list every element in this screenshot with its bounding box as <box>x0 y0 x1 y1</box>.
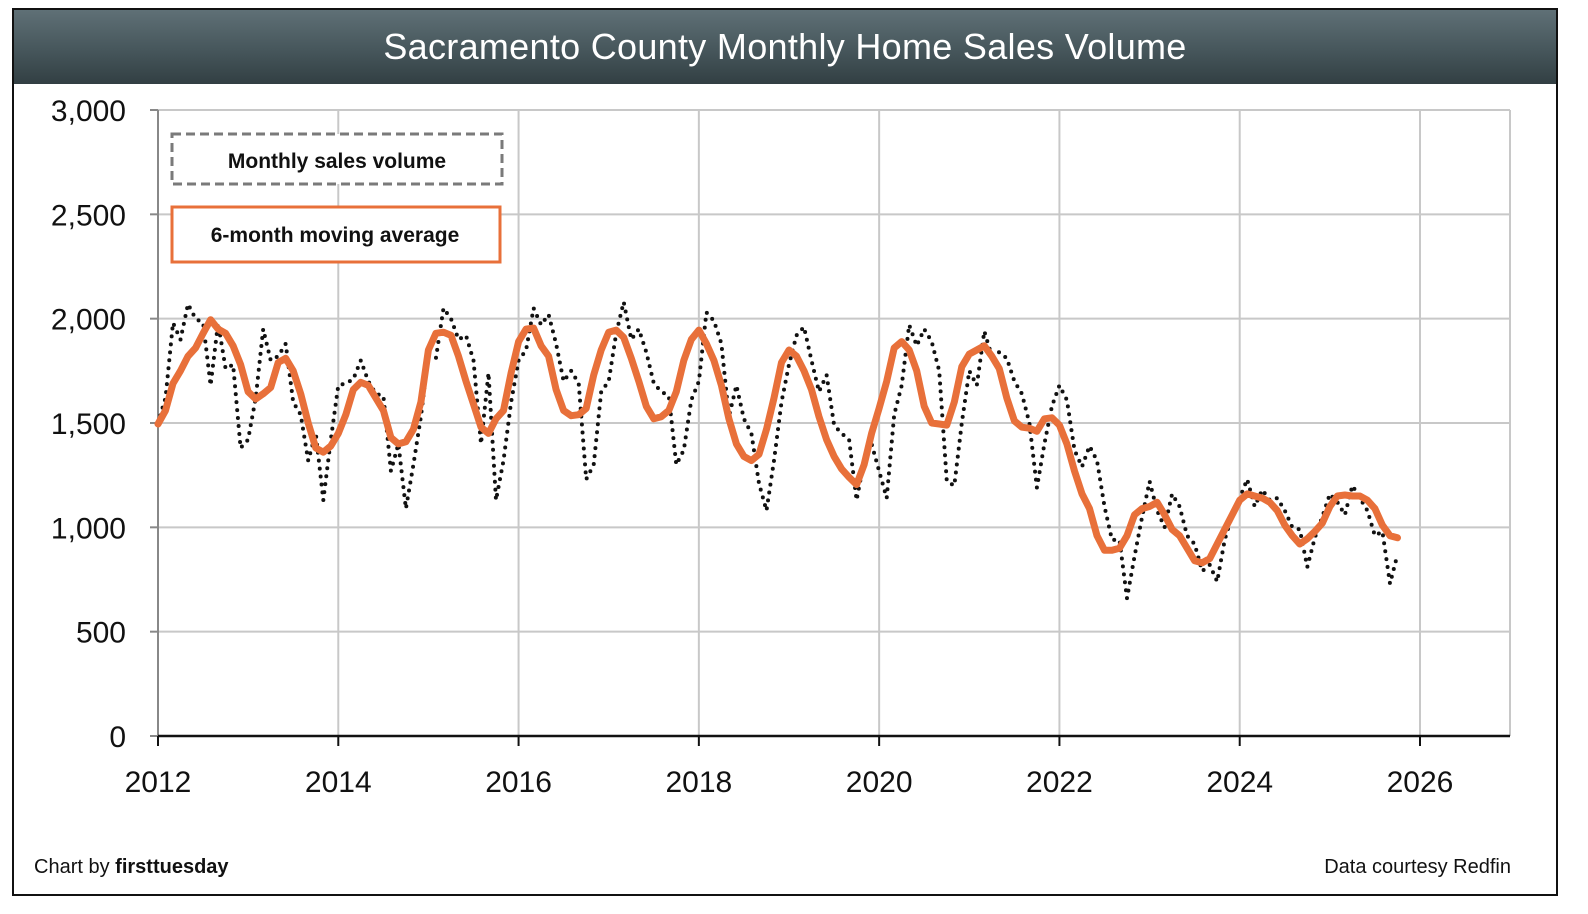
x-tick-label: 2018 <box>665 766 732 799</box>
y-tick-label: 1,500 <box>51 408 126 441</box>
axis-layer: 0 500 1,000 1,500 2,000 2,500 3,000 2012 2014 201… <box>51 95 1510 799</box>
data-source-text: Data courtesy Redfin <box>1324 856 1511 878</box>
chart-credit-prefix: Chart by <box>34 856 116 878</box>
x-tick-label: 2020 <box>846 766 913 799</box>
x-tick-label: 2012 <box>125 766 192 799</box>
x-tick-label: 2014 <box>305 766 372 799</box>
y-tick-label: 3,000 <box>51 95 126 128</box>
data-source: Data courtesy Redfin <box>1324 856 1511 879</box>
legend-box-monthly <box>170 132 504 186</box>
legend-label-monthly: Monthly sales volume <box>228 150 446 173</box>
chart-title: Sacramento County Monthly Home Sales Vol… <box>383 26 1187 67</box>
legend: Monthly sales volume 6-month moving aver… <box>170 132 504 264</box>
y-tick-label: 0 <box>109 721 126 754</box>
x-tick-label: 2016 <box>485 766 552 799</box>
title-bar: Sacramento County Monthly Home Sales Vol… <box>14 10 1556 84</box>
series-layer <box>154 298 1401 599</box>
chart-credit-brand: firsttuesday <box>115 856 229 878</box>
y-tick-label: 2,500 <box>51 199 126 232</box>
series-line-moving-average <box>154 316 1401 567</box>
x-tick-label: 2024 <box>1206 766 1273 799</box>
y-tick-label: 2,000 <box>51 304 126 337</box>
y-tick-label: 1,000 <box>51 512 126 545</box>
x-tick-label: 2022 <box>1026 766 1093 799</box>
chart-credit: Chart by firsttuesday <box>34 856 229 879</box>
legend-label-moving-average: 6-month moving average <box>211 224 460 247</box>
x-tick-label: 2026 <box>1387 766 1454 799</box>
y-tick-label: 500 <box>76 617 126 650</box>
legend-box-moving-average <box>170 205 502 264</box>
